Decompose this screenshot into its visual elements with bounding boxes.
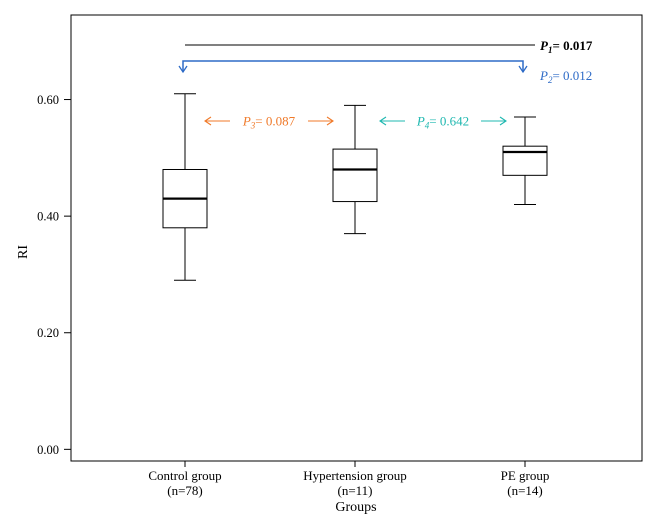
p-value-label-4: P4= 0.642 [416, 114, 469, 131]
y-tick-label: 0.60 [37, 93, 59, 107]
x-axis: Control group(n=78)Hypertension group(n=… [148, 461, 549, 498]
y-axis-label: RI [16, 245, 31, 259]
arrowhead [326, 116, 334, 126]
y-tick-label: 0.20 [37, 326, 59, 340]
p-value-label-2: P2= 0.012 [539, 68, 592, 85]
x-tick-label: PE group [501, 468, 550, 483]
p2-bracket [182, 60, 524, 72]
p-value-label-1: P1= 0.017 [540, 38, 593, 55]
p-value-label-3: P3= 0.087 [242, 114, 296, 131]
x-tick-n-label: (n=78) [167, 483, 203, 498]
y-tick-label: 0.00 [37, 443, 59, 457]
x-tick-n-label: (n=14) [507, 483, 543, 498]
plot-frame [70, 14, 643, 462]
iqr-box [502, 145, 548, 176]
iqr-box [332, 148, 378, 203]
box-1 [162, 93, 208, 281]
arrowhead [518, 65, 528, 74]
arrowhead [178, 65, 188, 74]
box-3 [502, 116, 548, 205]
box-2 [332, 104, 378, 235]
arrowhead [379, 116, 387, 126]
boxes [162, 93, 548, 281]
x-tick-label: Control group [148, 468, 221, 483]
arrowhead [204, 116, 212, 126]
x-tick-label: Hypertension group [303, 468, 407, 483]
y-axis: 0.00 0.20 0.40 0.60 [37, 93, 71, 457]
x-tick-n-label: (n=11) [337, 483, 372, 498]
x-axis-label: Groups [335, 500, 376, 515]
y-tick-label: 0.40 [37, 210, 59, 224]
arrowhead [499, 116, 507, 126]
p-value-annotations: P1= 0.017 P2= 0.012 P3= 0.087 P4= 0.642 [178, 38, 593, 131]
